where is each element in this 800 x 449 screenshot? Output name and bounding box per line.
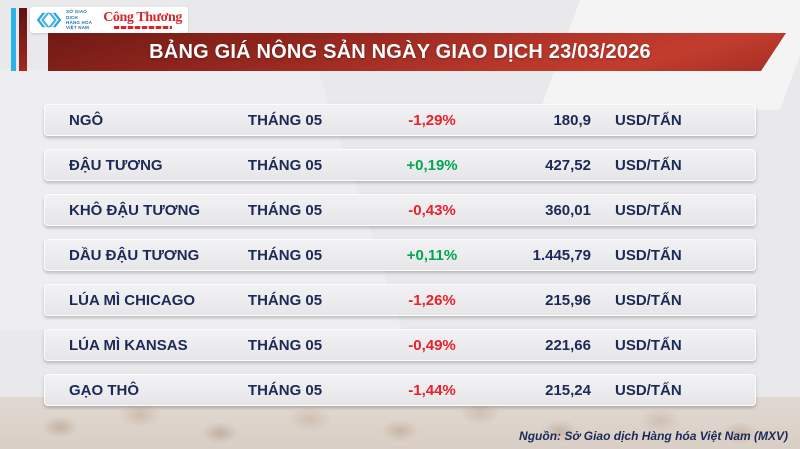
price-unit: USD/TẤN <box>615 156 682 174</box>
price-value: 360,01 <box>545 201 591 219</box>
price-unit: USD/TẤN <box>615 246 682 264</box>
price-unit: USD/TẤN <box>615 201 682 219</box>
price-value: 180,9 <box>553 111 591 129</box>
change-percent: -0,43% <box>408 201 456 219</box>
price-unit: USD/TẤN <box>615 336 682 354</box>
commodity-name: DẦU ĐẬU TƯƠNG <box>69 246 200 264</box>
commodity-name: KHÔ ĐẬU TƯƠNG <box>69 201 201 219</box>
contract-month: THÁNG 05 <box>247 156 323 174</box>
mxv-logo-icon <box>36 11 62 29</box>
commodity-name: ĐẬU TƯƠNG <box>69 156 163 174</box>
accent-bar-cyan <box>11 8 16 71</box>
accent-bar-maroon <box>19 8 27 71</box>
contract-month: THÁNG 05 <box>247 381 323 399</box>
contract-month: THÁNG 05 <box>247 111 323 129</box>
price-value: 1.445,79 <box>532 246 591 264</box>
change-percent: +0,11% <box>406 246 458 264</box>
logo-box: SỞ GIAO DỊCH HÀNG HÓA VIỆT NAM Công Thươ… <box>30 7 188 33</box>
contract-month: THÁNG 05 <box>247 291 323 309</box>
price-value: 215,24 <box>545 381 591 399</box>
cong-thuong-tagline-bar <box>113 26 172 29</box>
price-value: 215,96 <box>545 291 591 309</box>
price-unit: USD/TẤN <box>615 291 682 309</box>
price-unit: USD/TẤN <box>615 381 682 399</box>
table-row: NGÔ THÁNG 05 -1,29% 180,9 USD/TẤN <box>44 104 756 136</box>
commodity-name: LÚA MÌ KANSAS <box>69 336 188 354</box>
table-row: GẠO THÔ THÁNG 05 -1,44% 215,24 USD/TẤN <box>44 374 756 406</box>
price-unit: USD/TẤN <box>615 111 682 129</box>
change-percent: -0,49% <box>408 336 456 354</box>
table-row: DẦU ĐẬU TƯƠNG THÁNG 05 +0,11% 1.445,79 U… <box>44 239 756 271</box>
commodity-name: GẠO THÔ <box>69 381 139 399</box>
change-percent: -1,44% <box>408 381 456 399</box>
mxv-logo-text: SỞ GIAO DỊCH HÀNG HÓA VIỆT NAM <box>66 9 93 31</box>
price-value: 427,52 <box>545 156 591 174</box>
table-row: LÚA MÌ CHICAGO THÁNG 05 -1,26% 215,96 US… <box>44 284 756 316</box>
price-table: NGÔ THÁNG 05 -1,29% 180,9 USD/TẤN ĐẬU TƯ… <box>44 104 756 419</box>
table-row: ĐẬU TƯƠNG THÁNG 05 +0,19% 427,52 USD/TẤN <box>44 149 756 181</box>
commodity-name: NGÔ <box>69 111 104 129</box>
change-percent: -1,29% <box>408 111 456 129</box>
change-percent: +0,19% <box>406 156 458 174</box>
cong-thuong-logo: Công Thương <box>103 11 182 29</box>
price-value: 221,66 <box>545 336 591 354</box>
table-row: LÚA MÌ KANSAS THÁNG 05 -0,49% 221,66 USD… <box>44 329 756 361</box>
commodity-name: LÚA MÌ CHICAGO <box>69 291 196 309</box>
contract-month: THÁNG 05 <box>247 246 323 264</box>
contract-month: THÁNG 05 <box>247 336 323 354</box>
source-note: Nguồn: Sở Giao dịch Hàng hóa Việt Nam (M… <box>519 429 788 443</box>
page-title: BẢNG GIÁ NÔNG SẢN NGÀY GIAO DỊCH 23/03/2… <box>149 40 651 63</box>
table-row: KHÔ ĐẬU TƯƠNG THÁNG 05 -0,43% 360,01 USD… <box>44 194 756 226</box>
title-banner: BẢNG GIÁ NÔNG SẢN NGÀY GIAO DỊCH 23/03/2… <box>48 33 786 71</box>
change-percent: -1,26% <box>408 291 456 309</box>
cong-thuong-logo-text: Công Thương <box>103 10 182 25</box>
contract-month: THÁNG 05 <box>247 201 323 219</box>
